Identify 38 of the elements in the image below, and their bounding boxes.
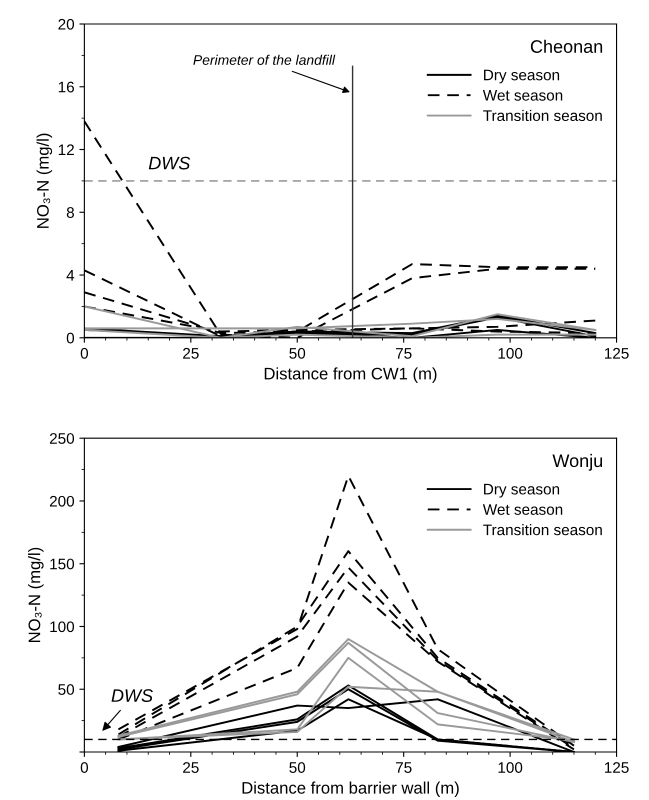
y-axis-title: NO₃-N (mg/l) (36, 134, 52, 228)
x-tick-label: 100 (498, 348, 522, 359)
x-tick-label: 50 (289, 348, 306, 359)
y-tick-label: 16 (58, 82, 74, 92)
x-tick-label: 50 (289, 762, 306, 773)
y-tick-label: 8 (66, 207, 74, 218)
ref-line-label: DWS (148, 156, 190, 170)
ref-line-label: Perimeter of the landfill (193, 54, 336, 65)
x-tick-label: 0 (80, 762, 88, 773)
x-tick-label: 0 (80, 348, 88, 359)
x-tick-label: 75 (396, 348, 412, 359)
legend-label: Transition season (483, 524, 602, 536)
x-tick-label: 25 (183, 348, 199, 359)
y-axis-title: NO₃-N (mg/l) (28, 548, 44, 642)
x-tick-label: 125 (604, 348, 629, 359)
y-tick-label: 4 (66, 270, 74, 281)
legend-label: Wet season (482, 504, 562, 515)
y-tick-label: 250 (50, 433, 74, 444)
y-tick-label: 150 (50, 558, 74, 570)
text: Cheonan (530, 40, 602, 53)
legend-label: Wet season (482, 90, 562, 101)
y-tick-label: 50 (58, 684, 74, 695)
x-tick-label: 100 (498, 762, 522, 773)
legend-label: Dry season (484, 484, 560, 498)
x-axis-title: Distance from CW1 (m) (264, 367, 436, 383)
x-axis-title: Distance from barrier wall (m) (242, 782, 459, 798)
y-tick-label: 20 (58, 18, 74, 30)
x-tick-label: 25 (183, 762, 199, 773)
text: Wonju (552, 454, 602, 471)
y-tick-label: 200 (50, 496, 74, 507)
y-tick-label: 100 (50, 621, 74, 632)
legend-label: Dry season (484, 70, 560, 84)
y-tick-label: 0 (66, 332, 74, 344)
y-tick-label: 12 (58, 144, 74, 156)
x-tick-label: 75 (396, 762, 412, 773)
x-tick-label: 125 (604, 762, 629, 773)
ref-line-label: DWS (112, 689, 153, 702)
legend-label: Transition season (483, 110, 602, 122)
